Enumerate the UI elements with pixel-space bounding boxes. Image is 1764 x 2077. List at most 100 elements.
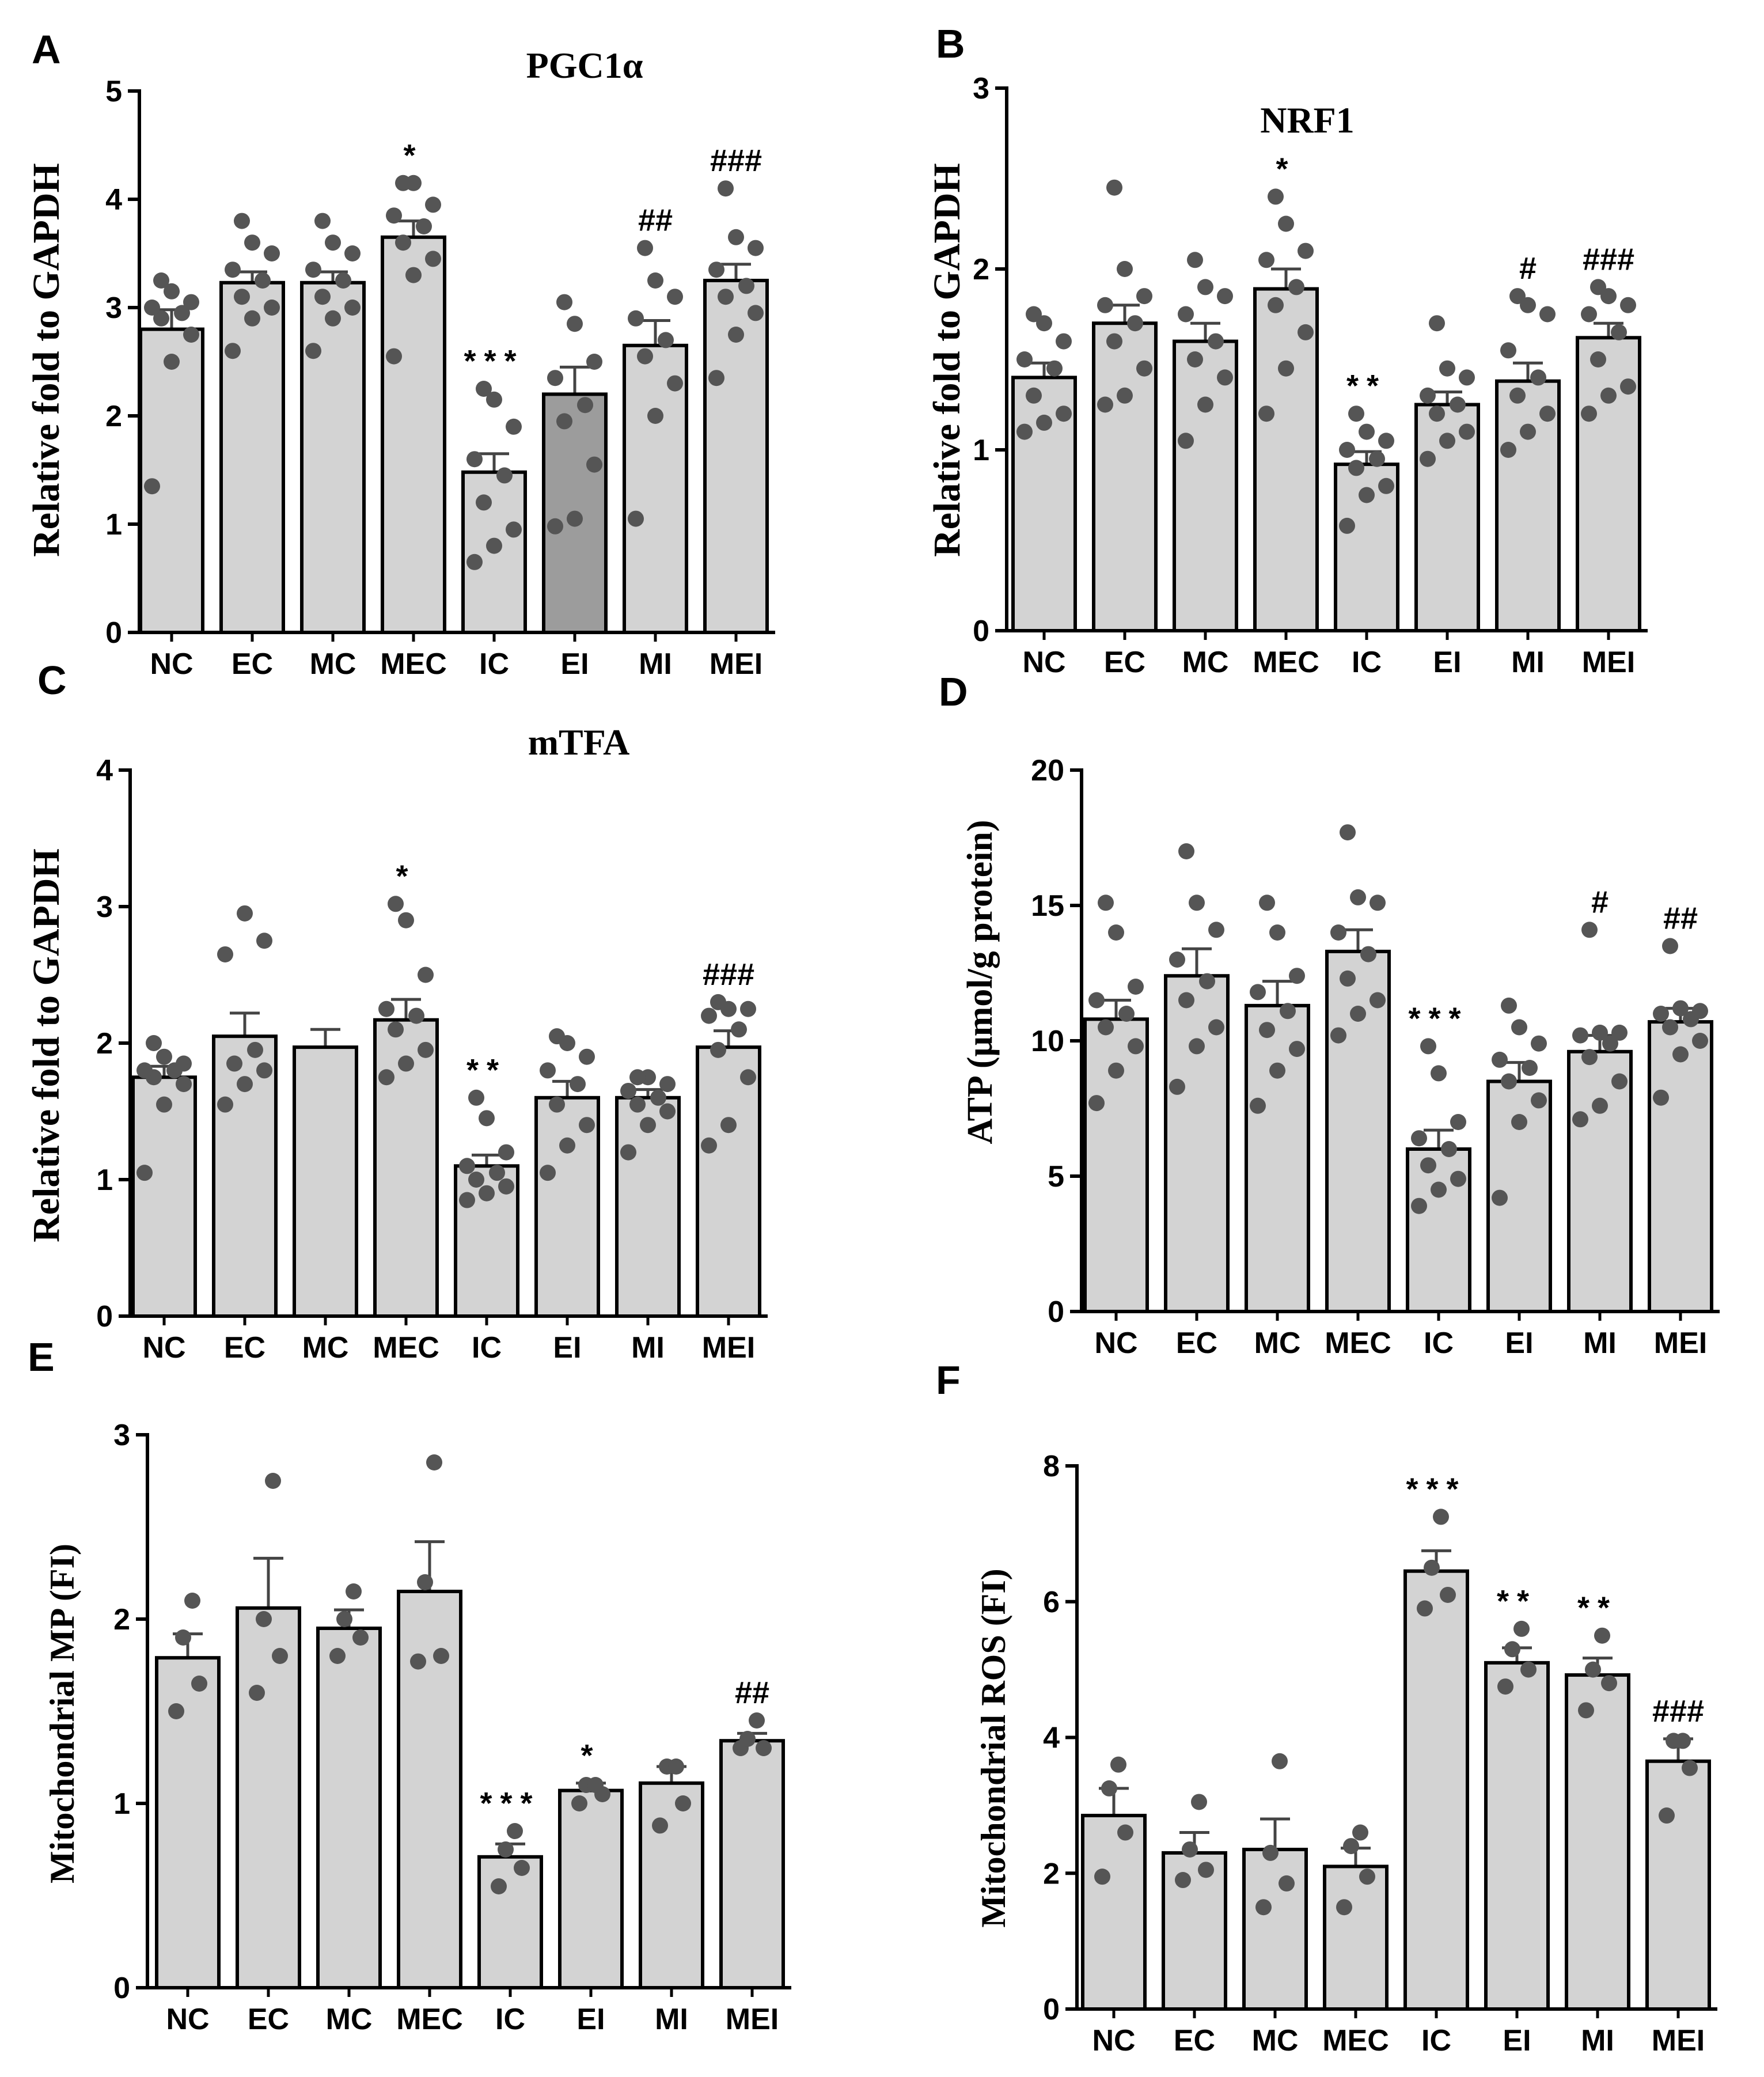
- panel-d-point-ec: [1199, 973, 1215, 990]
- panel-d-x-tick-label: MEC: [1325, 1326, 1391, 1360]
- panel-d-point-mi: [1592, 1097, 1608, 1114]
- panel-a: A PGC1α Relative fold to GAPDH NC EC MC * ME…: [25, 27, 775, 681]
- panel-f-point-mei: [1675, 1733, 1691, 1749]
- panel-b-bar-mc: [1173, 339, 1238, 632]
- panel-f-point-mec: [1343, 1838, 1359, 1855]
- panel-b-point-mei: [1611, 324, 1627, 340]
- panel-d-point-nc: [1108, 1062, 1124, 1079]
- panel-c-significance-mei: ###: [703, 957, 754, 992]
- panel-b-point-nc: [1036, 315, 1052, 332]
- panel-a-point-mc: [305, 343, 321, 359]
- panel-d-y-axis-label: ATP (μmol/g protein): [961, 820, 1000, 1144]
- panel-b-point-ei: [1439, 433, 1455, 449]
- panel-a-point-ic: [466, 451, 483, 468]
- panel-d-point-ec: [1189, 1038, 1205, 1055]
- panel-b-point-mei: [1590, 279, 1606, 295]
- panel-a-y-tick-label: 5: [105, 75, 122, 108]
- panel-e-point-mi: [675, 1795, 691, 1811]
- panel-b-point-ei: [1459, 369, 1475, 386]
- panel-b-point-mi: [1509, 288, 1526, 305]
- panel-d-x-tick-label: IC: [1424, 1326, 1454, 1360]
- panel-c-point-ec: [237, 905, 253, 922]
- panel-f-significance-ic: ***: [1406, 1472, 1466, 1506]
- panel-a-point-mi: [628, 310, 644, 327]
- panel-e-point-mc: [336, 1611, 352, 1627]
- panel-b-y-axis-label: Relative fold to GAPDH: [926, 163, 968, 557]
- panel-d-letter: D: [939, 669, 968, 714]
- panel-d-point-mei: [1653, 1006, 1669, 1022]
- panel-b-significance-mec: *: [1276, 151, 1296, 186]
- panel-b-y-tick-label: 2: [973, 253, 989, 286]
- panel-c-x-tick-label: EI: [553, 1331, 581, 1365]
- panel-d-point-ic: [1441, 1141, 1457, 1157]
- panel-f-point-ec: [1198, 1862, 1214, 1878]
- panel-a-point-mi: [658, 332, 674, 348]
- panel-f-x-tick-label: EI: [1503, 2024, 1531, 2057]
- panel-b-significance-mi: #: [1519, 251, 1537, 286]
- panel-b-point-mc: [1187, 351, 1203, 367]
- panel-a-x-tick-label: EC: [232, 647, 273, 681]
- panel-e: E Mitochondrial MP (FI) NC EC MC MEC *** IC * E…: [28, 1335, 791, 2036]
- panel-b-point-mec: [1298, 242, 1314, 259]
- panel-b-point-ec: [1097, 396, 1113, 413]
- panel-a-point-mi: [637, 348, 653, 365]
- panel-a-point-nc: [164, 354, 180, 370]
- panel-c-point-ec: [256, 1062, 272, 1079]
- panel-a-point-mec: [395, 175, 411, 191]
- panel-a-x-tick-label: NC: [150, 647, 193, 681]
- panel-b-point-nc: [1056, 333, 1072, 350]
- panel-a-bar-mc: [300, 281, 366, 634]
- panel-f-x-tick-label: EC: [1174, 2024, 1215, 2057]
- panel-b-point-mei: [1600, 387, 1617, 404]
- panel-a-significance-ic: ***: [464, 344, 524, 378]
- panel-a-point-mc: [335, 272, 351, 289]
- panel-c-point-mec: [378, 1069, 394, 1086]
- panel-e-point-ic: [514, 1860, 530, 1876]
- panel-b-point-ei: [1420, 450, 1436, 467]
- panel-b-point-ec: [1136, 360, 1152, 377]
- panel-d-point-mc: [1269, 924, 1285, 941]
- panel-d-point-nc: [1098, 1019, 1114, 1036]
- panel-b-point-mec: [1258, 252, 1274, 268]
- panel-c-title: mTFA: [528, 722, 630, 763]
- panel-c-point-mi: [620, 1144, 636, 1161]
- panel-d-point-nc: [1128, 1038, 1144, 1055]
- panel-b-point-mi: [1520, 423, 1536, 440]
- panel-d-point-mc: [1280, 1003, 1296, 1019]
- panel-f-x-tick-label: MI: [1581, 2024, 1614, 2057]
- panel-c-x-tick-label: MC: [302, 1331, 349, 1365]
- panel-c-point-ic: [479, 1185, 495, 1202]
- panel-d-point-mi: [1611, 1024, 1628, 1041]
- panel-b-bar-mec: [1253, 287, 1319, 633]
- panel-f-point-ic: [1424, 1559, 1440, 1576]
- panel-a-significance-mec: *: [403, 138, 423, 173]
- panel-a-point-mc: [314, 289, 331, 305]
- panel-e-point-ic: [498, 1841, 514, 1858]
- panel-a-point-nc: [153, 272, 169, 289]
- panel-d-point-ec: [1169, 952, 1185, 968]
- panel-d-point-ei: [1492, 1189, 1508, 1206]
- panel-e-letter: E: [28, 1335, 55, 1379]
- panel-b-point-mc: [1178, 306, 1194, 323]
- panel-d-point-mei: [1692, 1033, 1708, 1049]
- panel-e-point-ec: [265, 1473, 281, 1489]
- panel-b-title: NRF1: [1260, 100, 1355, 141]
- panel-d-point-mei: [1653, 1089, 1669, 1106]
- panel-f-x-tick-label: MEI: [1652, 2024, 1705, 2057]
- panel-b-point-mc: [1208, 333, 1224, 350]
- panel-a-point-ec: [225, 261, 241, 278]
- panel-b-point-mei: [1581, 405, 1597, 422]
- panel-d-point-nc: [1088, 1095, 1105, 1112]
- panel-a-point-mi: [647, 272, 663, 289]
- panel-e-point-mi: [668, 1758, 684, 1775]
- panel-c-point-ec: [217, 946, 233, 962]
- panel-f-point-mi: [1578, 1702, 1594, 1719]
- panel-b-point-mc: [1197, 396, 1213, 413]
- panel-a-point-ec: [234, 213, 250, 229]
- panel-a-point-mec: [386, 348, 402, 365]
- panel-c-point-mei: [720, 1117, 737, 1134]
- panel-a-point-ic: [476, 381, 492, 397]
- panel-e-point-mei: [756, 1740, 772, 1756]
- panel-d-point-ei: [1511, 1019, 1527, 1036]
- panel-d-x-tick-label: MC: [1254, 1326, 1301, 1360]
